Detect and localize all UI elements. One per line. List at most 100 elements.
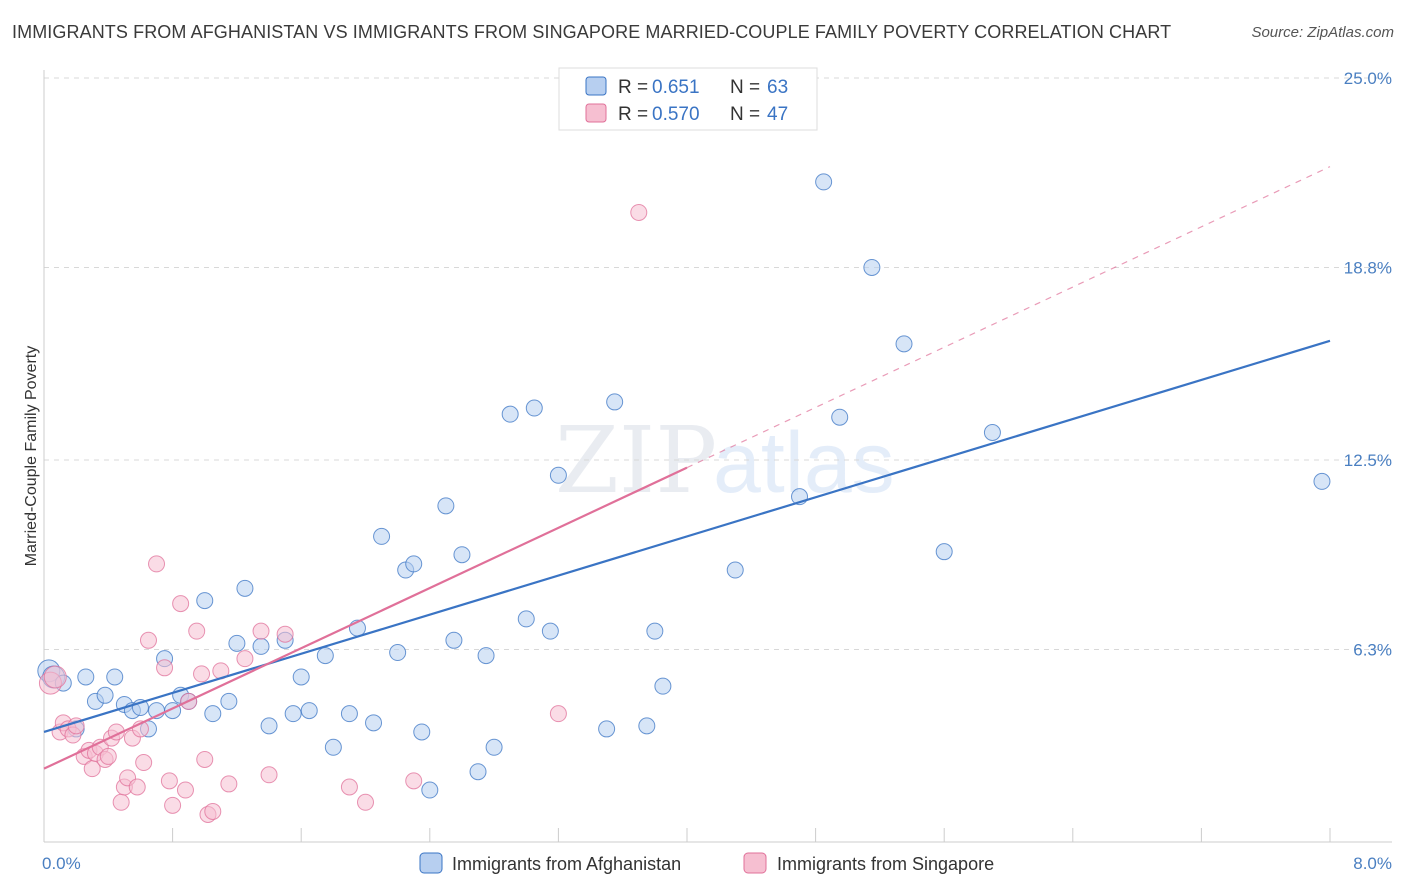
singapore-point-43 bbox=[357, 793, 374, 811]
y-tick-label-2: 18.8% bbox=[1344, 258, 1392, 277]
afghanistan-point-58 bbox=[831, 408, 849, 426]
afghanistan-point-59 bbox=[863, 258, 881, 276]
legend-swatch-afghanistan bbox=[585, 76, 607, 96]
singapore-point-45 bbox=[549, 705, 567, 723]
singapore-point-46 bbox=[630, 203, 648, 221]
afghanistan-point-52 bbox=[638, 717, 656, 735]
afghanistan-point-45 bbox=[501, 405, 519, 423]
afghanistan-point-26 bbox=[292, 668, 310, 686]
afghanistan-point-55 bbox=[726, 561, 744, 579]
singapore-point-1 bbox=[43, 665, 67, 689]
legend-n-value-1: 63 bbox=[767, 77, 788, 98]
trend-lines bbox=[43, 166, 1331, 770]
afghanistan-point-61 bbox=[935, 543, 953, 561]
y-tick-label-3: 25.0% bbox=[1344, 69, 1392, 88]
legend-r-label-2: R = bbox=[618, 104, 648, 125]
legend-r-value-1: 0.651 bbox=[652, 77, 700, 98]
afghanistan-point-32 bbox=[365, 714, 383, 732]
singapore-point-22 bbox=[135, 754, 153, 772]
legend-n-label-2: N = bbox=[730, 104, 760, 125]
afghanistan-point-30 bbox=[340, 705, 358, 723]
afghanistan-point-18 bbox=[204, 705, 222, 723]
y-tick-labels: 6.3% 12.5% 18.8% 25.0% bbox=[1344, 69, 1392, 659]
afghanistan-point-20 bbox=[228, 634, 246, 652]
singapore-point-26 bbox=[160, 772, 178, 790]
singapore-point-32 bbox=[193, 665, 211, 683]
series-legend: Immigrants from Afghanistan Immigrants f… bbox=[419, 852, 994, 874]
afghanistan-point-4 bbox=[77, 668, 95, 686]
x-tick-label-left: 0.0% bbox=[42, 854, 81, 873]
bottom-legend-swatch-afghanistan bbox=[419, 852, 443, 874]
singapore-point-28 bbox=[172, 595, 190, 613]
legend-n-value-2: 47 bbox=[767, 104, 788, 125]
axes bbox=[43, 70, 1392, 843]
afghanistan-point-43 bbox=[477, 647, 495, 665]
singapore-point-13 bbox=[99, 747, 117, 765]
grid-lines bbox=[44, 77, 1392, 650]
singapore-point-16 bbox=[112, 793, 130, 811]
afghanistan-point-40 bbox=[445, 631, 463, 649]
singapore-point-35 bbox=[204, 802, 222, 820]
singapore-point-41 bbox=[276, 625, 294, 643]
afghanistan-point-23 bbox=[260, 717, 278, 735]
legend-n-label-1: N = bbox=[730, 77, 760, 98]
trend-line-afghanistan bbox=[43, 339, 1331, 734]
afghanistan-point-62 bbox=[983, 423, 1001, 441]
singapore-point-27 bbox=[164, 796, 182, 814]
chart-title: IMMIGRANTS FROM AFGHANISTAN VS IMMIGRANT… bbox=[12, 22, 1172, 42]
singapore-point-42 bbox=[340, 778, 358, 796]
bottom-legend-label-singapore: Immigrants from Singapore bbox=[777, 854, 994, 874]
x-tick-marks bbox=[43, 828, 1331, 842]
singapore-point-39 bbox=[252, 622, 270, 640]
afghanistan-point-38 bbox=[421, 781, 439, 799]
afghanistan-point-44 bbox=[485, 738, 503, 756]
afghanistan-point-39 bbox=[437, 497, 455, 515]
afghanistan-point-48 bbox=[541, 622, 559, 640]
afghanistan-point-28 bbox=[316, 647, 334, 665]
afghanistan-point-27 bbox=[300, 702, 318, 720]
afghanistan-point-46 bbox=[517, 610, 535, 628]
afghanistan-point-36 bbox=[405, 555, 423, 573]
legend-r-value-2: 0.570 bbox=[652, 104, 700, 125]
afghanistan-point-22 bbox=[252, 637, 270, 655]
afghanistan-point-37 bbox=[413, 723, 431, 741]
bottom-legend-label-afghanistan: Immigrants from Afghanistan bbox=[452, 854, 681, 874]
afghanistan-point-34 bbox=[389, 644, 407, 662]
afghanistan-point-21 bbox=[236, 579, 254, 597]
afghanistan-point-51 bbox=[606, 393, 624, 411]
afghanistan-point-42 bbox=[469, 763, 487, 781]
correlation-legend: R = 0.651 N = 63 R = 0.570 N = 47 bbox=[558, 67, 818, 131]
afghanistan-point-50 bbox=[598, 720, 616, 738]
afghanistan-point-6 bbox=[96, 686, 114, 704]
y-axis-label: Married-Couple Family Poverty bbox=[23, 346, 40, 567]
x-tick-label-right: 8.0% bbox=[1353, 854, 1392, 873]
singapore-point-37 bbox=[220, 775, 238, 793]
afghanistan-point-19 bbox=[220, 692, 238, 710]
singapore-point-20 bbox=[128, 778, 146, 796]
singapore-point-25 bbox=[156, 659, 174, 677]
afghanistan-point-29 bbox=[324, 738, 342, 756]
singapore-point-44 bbox=[405, 772, 423, 790]
legend-r-label-1: R = bbox=[618, 77, 648, 98]
y-tick-label-0: 6.3% bbox=[1353, 640, 1392, 659]
afghanistan-point-41 bbox=[453, 546, 471, 564]
afghanistan-point-7 bbox=[106, 668, 124, 686]
singapore-point-40 bbox=[260, 766, 278, 784]
watermark: ZIP atlas bbox=[555, 407, 895, 514]
trend-line-singapore bbox=[43, 466, 688, 770]
afghanistan-point-60 bbox=[895, 335, 913, 353]
bottom-legend-swatch-singapore bbox=[743, 852, 767, 874]
afghanistan-point-25 bbox=[284, 705, 302, 723]
afghanistan-point-49 bbox=[549, 466, 567, 484]
singapore-point-29 bbox=[176, 781, 194, 799]
singapore-point-38 bbox=[236, 650, 254, 668]
singapore-point-31 bbox=[188, 622, 206, 640]
singapore-point-23 bbox=[139, 631, 157, 649]
afghanistan-point-53 bbox=[646, 622, 664, 640]
legend-swatch-singapore bbox=[585, 103, 607, 123]
afghanistan-point-47 bbox=[525, 399, 543, 417]
afghanistan-point-54 bbox=[654, 677, 672, 695]
afghanistan-point-33 bbox=[373, 527, 391, 545]
singapore-point-24 bbox=[148, 555, 166, 573]
